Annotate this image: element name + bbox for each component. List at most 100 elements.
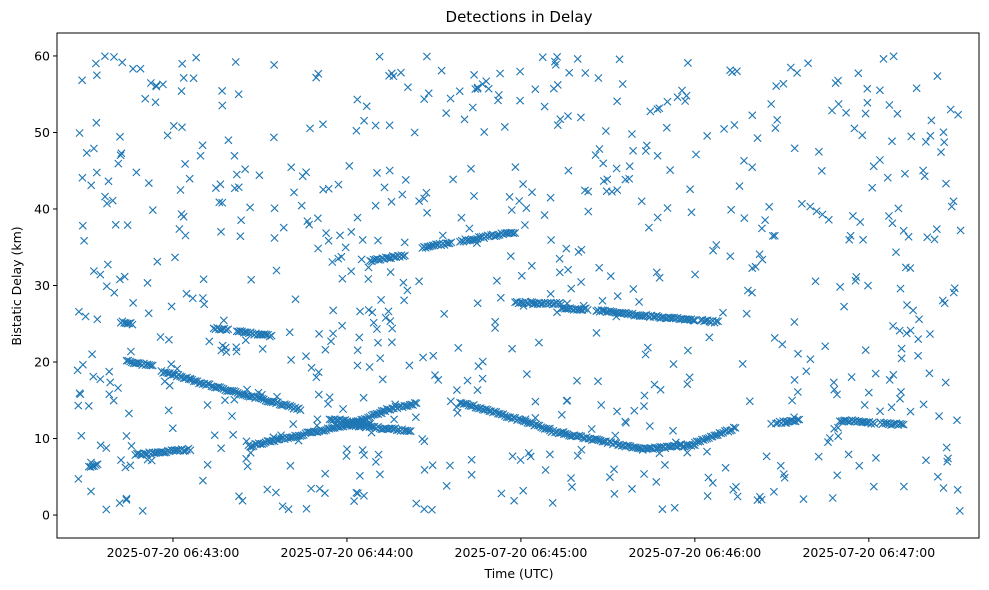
data-point xyxy=(84,401,93,410)
data-point xyxy=(455,87,464,96)
data-point xyxy=(277,431,286,440)
data-point xyxy=(242,437,251,446)
data-point xyxy=(472,239,481,248)
data-point xyxy=(167,360,176,369)
data-point xyxy=(415,277,424,286)
data-point xyxy=(246,203,255,212)
data-point xyxy=(164,335,173,344)
data-point xyxy=(381,313,390,322)
data-point xyxy=(422,52,431,61)
data-point xyxy=(861,346,870,355)
data-point xyxy=(269,133,278,142)
data-point xyxy=(577,445,586,454)
data-point xyxy=(712,431,720,440)
data-point xyxy=(80,236,89,245)
data-point xyxy=(422,188,431,197)
data-point xyxy=(653,213,662,222)
data-point xyxy=(940,299,949,308)
data-point xyxy=(369,318,378,327)
data-point xyxy=(733,492,742,501)
data-point xyxy=(87,181,96,190)
data-point xyxy=(75,129,84,137)
data-point xyxy=(788,396,797,405)
data-point xyxy=(420,194,429,203)
data-point xyxy=(231,58,240,66)
data-point xyxy=(370,410,379,419)
data-point xyxy=(584,187,593,196)
data-point xyxy=(236,232,245,241)
data-point xyxy=(956,226,965,235)
data-point xyxy=(385,121,394,130)
data-point xyxy=(374,450,383,459)
data-point xyxy=(770,333,779,342)
data-point xyxy=(629,285,638,293)
data-point xyxy=(591,151,600,160)
data-point xyxy=(270,204,279,213)
chart-title: Detections in Delay xyxy=(446,8,593,26)
data-point xyxy=(562,396,571,405)
data-point xyxy=(573,451,582,460)
data-point xyxy=(926,131,935,140)
data-point xyxy=(864,388,873,397)
data-point xyxy=(106,378,115,387)
data-point xyxy=(353,489,362,498)
data-point xyxy=(847,373,856,382)
data-point xyxy=(88,350,97,359)
data-points xyxy=(73,52,965,515)
data-point xyxy=(940,138,949,147)
data-point xyxy=(144,309,153,318)
data-point xyxy=(844,450,853,459)
data-point xyxy=(465,224,474,233)
y-tick-label: 60 xyxy=(34,48,50,63)
data-point xyxy=(89,267,98,276)
data-point xyxy=(311,427,320,436)
data-point xyxy=(138,506,147,515)
data-point xyxy=(729,485,738,494)
data-point xyxy=(953,416,961,425)
data-point xyxy=(740,214,749,223)
data-point xyxy=(403,426,412,435)
data-point xyxy=(732,67,741,76)
data-point xyxy=(516,67,525,76)
data-point xyxy=(694,437,703,446)
data-point xyxy=(314,390,323,399)
data-point xyxy=(181,159,190,168)
data-point xyxy=(198,476,207,485)
y-axis-ticks: 0 10 20 30 40 50 60 xyxy=(34,48,57,523)
data-point xyxy=(114,384,122,392)
data-point xyxy=(313,421,321,430)
data-point xyxy=(350,497,359,506)
data-point xyxy=(559,428,568,436)
data-point xyxy=(863,84,872,93)
data-point xyxy=(467,470,476,479)
data-point xyxy=(241,336,250,345)
data-point xyxy=(522,204,531,213)
data-point xyxy=(102,444,111,452)
data-point xyxy=(869,162,878,171)
data-point xyxy=(511,163,520,172)
data-point xyxy=(776,461,785,470)
data-point xyxy=(244,329,253,338)
data-point xyxy=(371,121,380,130)
x-axis-label: Time (UTC) xyxy=(483,566,553,581)
data-point xyxy=(540,211,549,220)
data-point xyxy=(169,121,178,130)
data-point xyxy=(793,388,802,396)
data-point xyxy=(100,52,109,61)
data-point xyxy=(420,437,429,446)
data-point xyxy=(246,448,255,457)
data-point xyxy=(712,317,721,326)
data-point xyxy=(278,502,287,511)
data-point xyxy=(237,390,246,399)
data-point xyxy=(459,400,468,408)
data-point xyxy=(218,101,227,110)
data-point xyxy=(640,470,649,478)
data-point xyxy=(446,397,455,406)
data-point xyxy=(124,409,133,418)
data-point xyxy=(939,484,948,492)
data-point xyxy=(117,456,125,465)
data-point xyxy=(405,361,414,370)
data-point xyxy=(420,465,429,474)
data-point xyxy=(359,491,368,500)
data-point xyxy=(230,151,239,160)
